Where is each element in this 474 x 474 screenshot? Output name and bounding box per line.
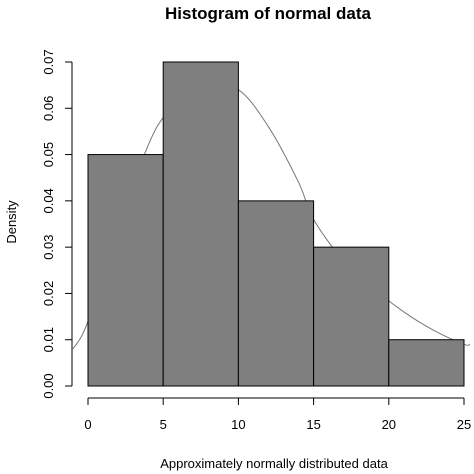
x-tick-label: 10 xyxy=(231,417,245,432)
histogram-bar-2 xyxy=(162,61,239,387)
x-tick-label: 15 xyxy=(306,417,320,432)
y-axis-label: Density xyxy=(4,200,19,244)
y-tick-label: 0.04 xyxy=(41,188,56,213)
y-tick-label: 0.02 xyxy=(41,281,56,306)
bars-layer xyxy=(87,61,465,387)
y-tick-label: 0.07 xyxy=(41,49,56,74)
y-tick-label: 0.06 xyxy=(41,96,56,121)
chart-title: Histogram of normal data xyxy=(165,4,371,23)
histogram-bar-5 xyxy=(388,339,465,387)
x-tick-label: 20 xyxy=(382,417,396,432)
histogram-bar-1 xyxy=(87,154,164,387)
histogram-bar-3 xyxy=(237,200,315,387)
x-tick-label: 25 xyxy=(457,417,471,432)
histogram-bar-4 xyxy=(313,246,390,387)
y-axis: 0.00 0.01 0.02 0.03 0.04 0.05 0.06 0.07 xyxy=(41,49,73,399)
y-tick-label: 0.05 xyxy=(41,142,56,167)
y-tick-label: 0.03 xyxy=(41,234,56,259)
x-axis: 0 5 10 15 20 25 xyxy=(84,397,471,432)
x-tick-label: 5 xyxy=(160,417,167,432)
y-tick-label: 0.00 xyxy=(41,373,56,398)
x-tick-label: 0 xyxy=(84,417,91,432)
y-tick-label: 0.01 xyxy=(41,327,56,352)
x-axis-label: Approximately normally distributed data xyxy=(160,456,388,471)
